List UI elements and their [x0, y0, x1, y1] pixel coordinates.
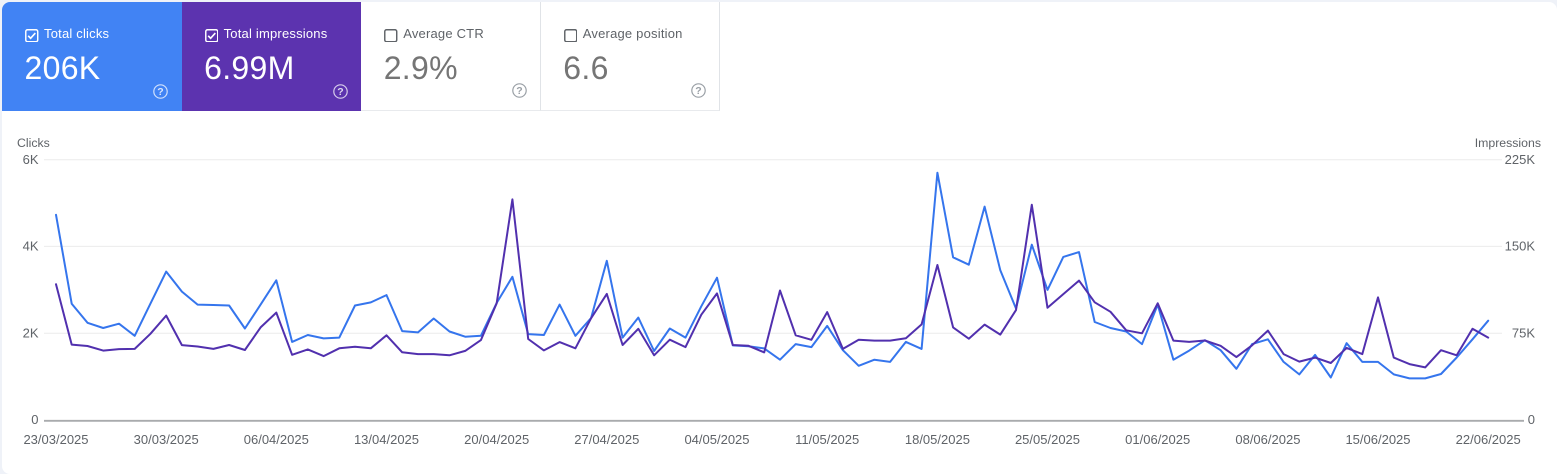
svg-text:2K: 2K [23, 325, 39, 340]
svg-text:?: ? [337, 86, 343, 98]
svg-text:75K: 75K [1512, 325, 1535, 340]
svg-text:11/05/2025: 11/05/2025 [795, 432, 859, 447]
svg-text:01/06/2025: 01/06/2025 [1125, 432, 1190, 447]
svg-text:225K: 225K [1505, 152, 1536, 167]
svg-text:13/04/2025: 13/04/2025 [354, 432, 419, 447]
svg-text:04/05/2025: 04/05/2025 [684, 432, 749, 447]
svg-text:Impressions: Impressions [1475, 136, 1541, 150]
svg-text:30/03/2025: 30/03/2025 [134, 432, 199, 447]
svg-text:06/04/2025: 06/04/2025 [244, 432, 309, 447]
svg-text:20/04/2025: 20/04/2025 [464, 432, 529, 447]
svg-text:23/03/2025: 23/03/2025 [23, 432, 88, 447]
svg-text:?: ? [158, 86, 164, 98]
svg-text:22/06/2025: 22/06/2025 [1456, 432, 1521, 447]
svg-text:25/05/2025: 25/05/2025 [1015, 432, 1080, 447]
svg-text:150K: 150K [1505, 239, 1536, 254]
svg-text:6K: 6K [23, 152, 39, 167]
svg-text:4K: 4K [23, 239, 39, 254]
svg-text:27/04/2025: 27/04/2025 [574, 432, 639, 447]
svg-text:18/05/2025: 18/05/2025 [905, 432, 970, 447]
svg-text:?: ? [695, 85, 701, 97]
svg-text:0: 0 [1528, 412, 1535, 427]
svg-text:?: ? [516, 85, 522, 97]
svg-text:Clicks: Clicks [17, 136, 50, 150]
svg-text:15/06/2025: 15/06/2025 [1345, 432, 1410, 447]
svg-text:0: 0 [31, 412, 38, 427]
svg-text:08/06/2025: 08/06/2025 [1235, 432, 1300, 447]
